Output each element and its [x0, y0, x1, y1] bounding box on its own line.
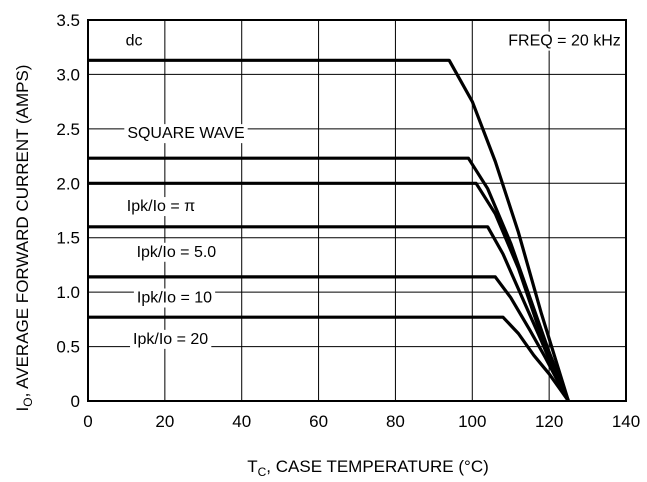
- x-tick-label: 60: [309, 412, 328, 431]
- annot-ratio-5-bg: [133, 242, 220, 262]
- annot-square-wave: SQUARE WAVE: [127, 125, 244, 142]
- annot-square-wave-bg: [124, 124, 248, 144]
- x-tick-label: 0: [83, 412, 92, 431]
- x-tick-label: 140: [612, 412, 640, 431]
- x-tick-label: 120: [535, 412, 563, 431]
- y-tick-label: 2.0: [56, 174, 80, 193]
- y-axis-subscript: O: [21, 397, 35, 406]
- series-line-2: [88, 181, 570, 402]
- y-tick-label: 0.5: [56, 338, 80, 357]
- x-axis-label: TC, CASE TEMPERATURE (°C): [247, 457, 489, 479]
- x-tick-label: 40: [232, 412, 251, 431]
- y-ticks: 0 0.5 1.0 1.5 2.0 2.5 3.0 3.5: [56, 11, 80, 411]
- annot-ratio-pi: Ipk/Io = π: [127, 198, 195, 215]
- y-axis-label: IO, AVERAGE FORWARD CURRENT (AMPS): [13, 65, 35, 412]
- annot-ratio-20-bg: [130, 329, 212, 349]
- annot-ratio-10-bg: [133, 288, 216, 308]
- y-tick-label: 3.5: [56, 11, 80, 30]
- y-tick-label: 1.0: [56, 283, 80, 302]
- x-axis-subscript: C: [258, 465, 267, 479]
- y-axis-sep: ,: [13, 389, 32, 398]
- x-axis-title: CASE TEMPERATURE (°C): [276, 457, 489, 476]
- x-tick-label: 100: [458, 412, 486, 431]
- x-tick-label: 80: [386, 412, 405, 431]
- y-tick-label: 0: [71, 392, 80, 411]
- series-line-4: [88, 275, 570, 402]
- x-axis-sep: ,: [266, 457, 275, 476]
- annot-freq-bg: [505, 31, 624, 51]
- plot-frame: [87, 19, 627, 402]
- annot-ratio-10: Ipk/Io = 10: [137, 289, 212, 306]
- annot-ratio-20: Ipk/Io = 20: [133, 331, 208, 348]
- annot-dc-bg: [122, 31, 146, 51]
- y-axis-title: AVERAGE FORWARD CURRENT (AMPS): [13, 65, 32, 389]
- annot-ratio-pi-bg: [123, 197, 199, 217]
- series-group: [88, 58, 570, 402]
- y-tick-label: 2.5: [56, 120, 80, 139]
- x-ticks: 0 20 40 60 80 100 120 140: [83, 412, 640, 431]
- series-line-3: [88, 225, 570, 402]
- y-tick-label: 3.0: [56, 65, 80, 84]
- y-tick-label: 1.5: [56, 229, 80, 248]
- annotations: dc FREQ = 20 kHz SQUARE WAVE Ipk/Io = π Ipk/…: [122, 31, 624, 349]
- y-axis-symbol: I: [13, 407, 32, 412]
- annot-ratio-5: Ipk/Io = 5.0: [137, 244, 217, 261]
- x-tick-label: 20: [155, 412, 174, 431]
- series-line-0: [88, 58, 570, 402]
- x-axis-symbol: T: [247, 457, 257, 476]
- series-line-5: [88, 315, 570, 402]
- annot-dc: dc: [126, 33, 143, 50]
- annot-freq: FREQ = 20 kHz: [508, 33, 620, 50]
